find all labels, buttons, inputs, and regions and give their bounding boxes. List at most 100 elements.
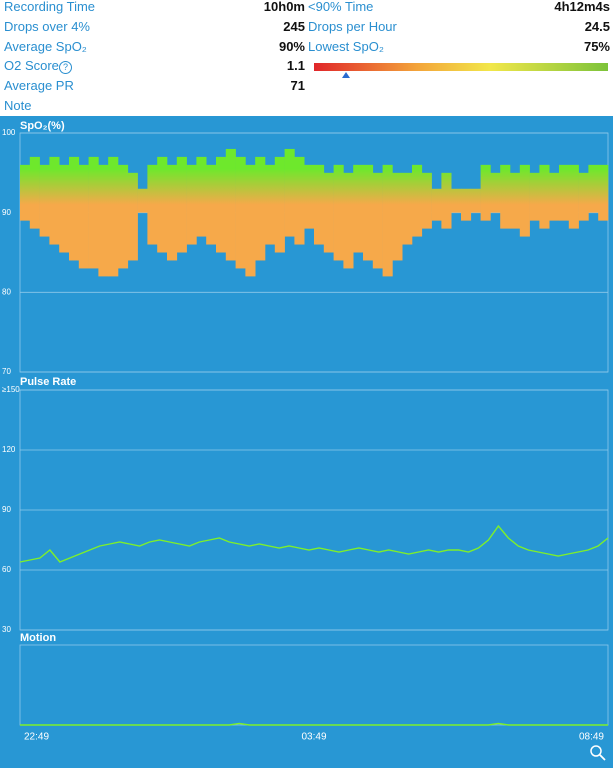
chart-title: Pulse Rate [20,376,76,388]
spo2-range [598,164,609,221]
spo2-range [274,156,285,253]
y-tick-label: 60 [2,565,11,574]
y-tick-label: 90 [2,208,11,217]
spo2-range [470,188,481,213]
stat-label: Note [4,98,32,113]
spo2-range [304,164,315,229]
spo2-range [529,172,540,221]
stat-label: Drops over 4% [4,18,90,34]
stat-label: Lowest SpO₂ [308,38,384,54]
spo2-range [147,164,158,245]
y-tick-label: 30 [2,625,11,634]
spo2-range [39,164,50,237]
stat-label: Average PR [4,78,74,94]
spo2-range [284,148,295,237]
spo2-range [451,188,462,213]
spo2-range [49,156,60,245]
spo2-range [127,172,138,261]
spo2-range [353,164,364,253]
spo2-range [108,156,119,277]
spo2-range [206,164,217,245]
stat-value: 90% [278,38,305,54]
stat-value: 71 [290,78,305,94]
x-tick-label: 22:49 [24,732,49,743]
spo2-range [382,164,393,277]
spo2-range [372,172,383,269]
spo2-range [549,172,560,221]
spo2-range [118,164,129,269]
stat-label: Recording Time [4,0,96,14]
y-tick-label: ≥150 [2,385,20,394]
spo2-range [510,172,521,229]
stat-label: Average SpO₂ [4,38,87,54]
spo2-range [29,156,40,229]
y-tick-label: 70 [2,367,11,376]
charts: SpO₂(%) 100 90 80 70 Pulse Rate≥150 120 90 60 30 M… [0,116,613,768]
spo2-range [88,156,99,269]
spo2-range [568,164,579,229]
spo2-range [559,164,570,221]
x-tick-label: 08:49 [579,732,604,743]
spo2-range [255,156,266,261]
spo2-range [294,156,305,245]
spo2-range [500,164,511,229]
pulse-line [19,524,609,563]
spo2-range [59,164,70,253]
spo2-range [69,156,80,261]
spo2-range [176,156,187,253]
score-bar [314,63,608,71]
info-icon[interactable]: ? [59,61,72,74]
x-tick-label: 03:49 [301,732,326,743]
spo2-range [421,172,432,229]
spo2-range [363,164,374,261]
spo2-range [578,172,589,221]
spo2-range [402,172,413,245]
y-tick-label: 100 [2,128,16,137]
stat-value: 245 [283,18,305,34]
search-icon[interactable] [590,745,606,761]
spo2-range [412,164,423,237]
spo2-range [196,156,207,237]
stat-value: 4h12m4s [554,0,610,14]
motion-line [20,722,608,726]
spo2-range [265,164,276,245]
spo2-range [392,172,403,261]
spo2-range [245,164,256,277]
spo2-range [216,156,227,253]
score-marker [342,72,350,78]
y-tick-label: 90 [2,505,11,514]
spo2-range [157,156,168,253]
spo2-range [167,164,178,261]
stat-value: 24.5 [584,18,610,34]
spo2-range [20,164,31,221]
chart-title: Motion [20,632,56,644]
spo2-range [343,172,354,269]
spo2-range [323,172,334,253]
spo2-range [225,148,236,261]
spo2-range [235,156,246,269]
spo2-range [78,164,89,269]
stat-label: O2 Score [4,58,59,74]
stat-value: 75% [583,38,610,54]
spo2-range [519,164,530,237]
spo2-range [333,164,344,261]
y-tick-label: 80 [2,287,11,296]
spo2-range [539,164,550,229]
spo2-range [490,172,501,213]
stat-label: <90% Time [308,0,374,14]
spo2-range [461,188,472,221]
spo2-range [480,164,491,221]
spo2-range [186,164,197,245]
stat-label: Drops per Hour [308,18,397,34]
chart-title: SpO₂(%) [20,120,65,132]
spo2-range [431,188,442,221]
stat-value: 10h0m [263,0,305,14]
spo2-range [314,164,325,245]
y-tick-label: 120 [2,445,16,454]
spo2-range [137,188,148,213]
spo2-range [98,164,109,277]
spo2-range [588,164,599,213]
stat-value: 1.1 [286,58,305,74]
